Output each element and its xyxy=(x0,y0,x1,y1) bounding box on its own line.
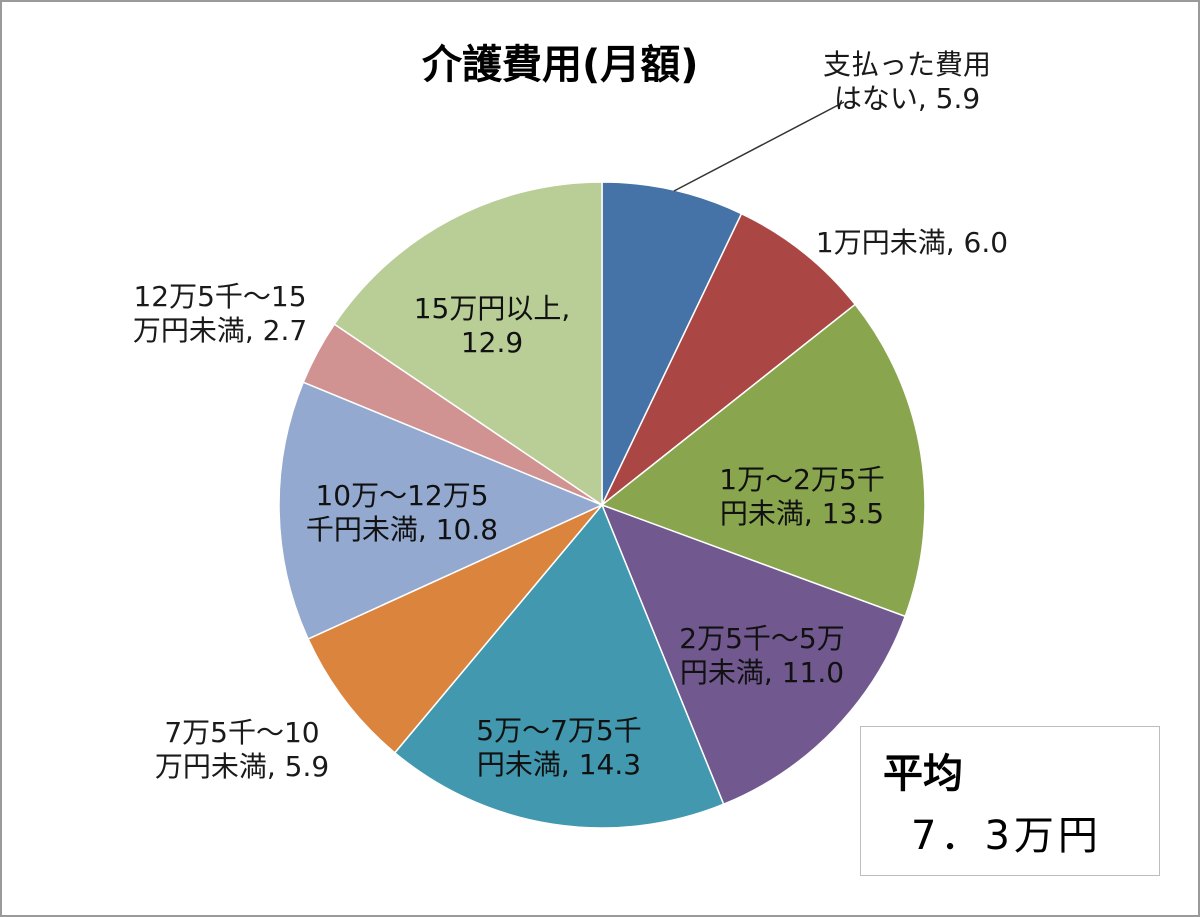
slice-label-line: 12万5千～15 xyxy=(133,280,306,313)
pie-slice-3 xyxy=(600,503,907,806)
slice-label-line: 千円未満, 10.8 xyxy=(306,513,498,546)
slice-label-line: はない, 5.9 xyxy=(834,82,980,115)
slice-label-3: 2万5千～5万円未満, 11.0 xyxy=(679,622,844,689)
average-value: 7．3万円 xyxy=(911,813,1102,859)
slice-label-line: 円未満, 14.3 xyxy=(477,748,641,781)
leader-lines xyxy=(673,101,845,192)
pie-slice-5 xyxy=(307,504,603,754)
slice-label-line: 万円未満, 2.7 xyxy=(133,314,307,347)
slice-label-7: 12万5千～15 万円未満, 2.7 xyxy=(133,280,307,347)
slice-label-6: 10万～12万5 千円未満, 10.8 xyxy=(306,479,498,546)
slice-label-line: 5万～7万5千 xyxy=(476,714,641,747)
pie-slice-1 xyxy=(601,212,857,506)
slice-label-8: 15万円以上, 12.9 xyxy=(414,292,571,359)
slice-labels: 支払った費用はない, 5.9 1万円未満, 6.0 1万～2万5千円未満, 13.5… xyxy=(133,48,1008,783)
pie-slice-8 xyxy=(333,181,603,507)
slice-label-line: 支払った費用 xyxy=(823,48,991,81)
slice-label-line: 円未満, 13.5 xyxy=(720,497,884,530)
slice-label-line: 2万5千～5万 xyxy=(679,622,844,655)
slice-label-line: 1万～2万5千 xyxy=(719,463,884,496)
pie-slices xyxy=(278,181,926,829)
slice-label-line: 15万円以上, xyxy=(414,292,571,325)
pie-slice-2 xyxy=(600,303,926,618)
pie-slice-4 xyxy=(393,503,725,829)
slice-label-line: 万円未満, 5.9 xyxy=(155,750,329,783)
average-label: 平均 xyxy=(883,751,963,797)
pie-slice-6 xyxy=(278,381,604,640)
average-box: 平均 7．3万円 xyxy=(860,726,1160,876)
slice-label-line: 円未満, 11.0 xyxy=(680,656,844,689)
slice-label-1: 1万円未満, 6.0 xyxy=(816,226,1008,259)
slice-label-2: 1万～2万5千円未満, 13.5 xyxy=(719,463,884,530)
slice-label-line: 7万5千～10 xyxy=(164,716,319,749)
slice-label-0: 支払った費用はない, 5.9 xyxy=(823,48,991,115)
pie-slice-0 xyxy=(601,181,743,506)
slice-label-4: 5万～7万5千円未満, 14.3 xyxy=(476,714,641,781)
slice-label-line: 12.9 xyxy=(461,326,523,359)
slice-label-5: 7万5千～10 万円未満, 5.9 xyxy=(155,716,329,783)
chart-title: 介護費用(月額) xyxy=(422,42,699,88)
leader-line-0 xyxy=(673,101,845,192)
slice-label-line: 10万～12万5 xyxy=(315,479,488,512)
slice-label-line: 1万円未満, 6.0 xyxy=(816,226,1008,259)
